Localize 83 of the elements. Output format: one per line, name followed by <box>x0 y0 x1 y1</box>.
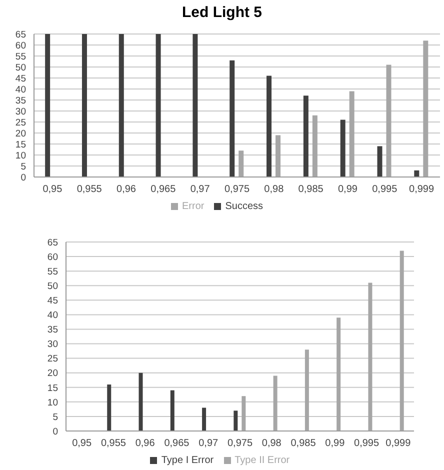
y-tick-label: 60 <box>15 40 26 52</box>
x-tick-label: 0,98 <box>264 184 284 196</box>
y-tick-label: 30 <box>15 106 26 118</box>
x-tick-label: 0,96 <box>135 438 156 450</box>
x-tick-label: 0,97 <box>190 184 210 196</box>
y-tick-label: 20 <box>47 368 58 380</box>
legend-label: Type II Error <box>234 455 290 466</box>
bar <box>156 34 161 177</box>
legend-label: Type I Error <box>161 455 214 466</box>
bar <box>414 170 420 177</box>
x-tick-label: 0,96 <box>116 184 136 196</box>
bar <box>138 372 143 431</box>
x-tick-label: 0,95 <box>42 184 63 196</box>
bar <box>273 376 278 431</box>
y-tick-label: 40 <box>47 310 58 322</box>
y-tick-label: 0 <box>20 172 26 184</box>
x-tick-label: 0,95 <box>72 438 92 450</box>
bar <box>312 115 318 177</box>
bar <box>82 34 87 177</box>
bar <box>336 318 341 431</box>
y-tick-label: 20 <box>15 128 26 140</box>
y-tick-label: 30 <box>47 339 58 350</box>
bar <box>107 384 112 431</box>
y-tick-label: 45 <box>47 296 58 307</box>
x-tick-label: 0,955 <box>100 438 126 450</box>
bar <box>386 64 392 177</box>
x-tick-label: 0,965 <box>150 184 176 196</box>
y-tick-label: 15 <box>47 382 58 394</box>
legend-label: Error <box>182 201 204 212</box>
bar <box>202 408 206 431</box>
y-tick-label: 60 <box>47 252 58 263</box>
y-tick-label: 65 <box>15 29 26 40</box>
y-tick-label: 35 <box>15 95 26 106</box>
y-tick-label: 25 <box>15 117 26 128</box>
bar <box>242 396 246 431</box>
bar <box>230 60 235 177</box>
y-tick-label: 15 <box>15 139 26 150</box>
x-tick-label: 0,999 <box>386 438 412 450</box>
x-tick-label: 0,97 <box>198 438 219 450</box>
bar <box>266 76 272 177</box>
bar <box>303 96 308 177</box>
bar <box>349 91 354 177</box>
y-tick-label: 25 <box>47 354 58 365</box>
x-tick-label: 0,999 <box>409 184 434 196</box>
x-tick-label: 0,99 <box>338 184 358 196</box>
y-tick-label: 35 <box>47 324 58 336</box>
y-tick-label: 5 <box>52 412 58 423</box>
x-tick-label: 0,98 <box>262 438 282 450</box>
bar <box>276 135 281 177</box>
bar <box>377 146 382 177</box>
y-tick-label: 50 <box>15 62 26 74</box>
chart-title: Led Light 5 <box>181 3 263 23</box>
bar <box>368 282 372 431</box>
bar <box>192 34 198 177</box>
x-tick-label: 0,985 <box>290 438 316 450</box>
bar <box>234 410 238 431</box>
x-tick-label: 0,995 <box>354 438 380 450</box>
x-tick-label: 0,985 <box>298 184 324 196</box>
y-tick-label: 65 <box>47 237 58 248</box>
y-tick-label: 0 <box>52 426 58 438</box>
y-tick-label: 50 <box>47 280 58 292</box>
bar <box>45 34 50 177</box>
bar <box>400 250 404 431</box>
y-tick-label: 10 <box>47 397 58 408</box>
y-tick-label: 45 <box>15 73 26 84</box>
bar <box>423 40 428 177</box>
x-tick-label: 0,995 <box>372 184 398 196</box>
bar <box>340 120 346 177</box>
x-tick-label: 0,975 <box>227 438 253 450</box>
bar <box>238 150 244 177</box>
x-tick-label: 0,965 <box>164 438 190 450</box>
legend-label: Success <box>225 201 264 212</box>
y-tick-label: 5 <box>20 161 26 172</box>
bar <box>170 390 174 431</box>
x-tick-label: 0,955 <box>76 184 102 196</box>
y-tick-label: 10 <box>15 150 26 162</box>
x-tick-label: 0,975 <box>224 184 250 196</box>
y-tick-label: 55 <box>15 51 26 62</box>
bar <box>118 34 124 177</box>
bar <box>304 350 309 431</box>
y-tick-label: 55 <box>47 266 58 278</box>
x-tick-label: 0,99 <box>325 438 346 450</box>
y-tick-label: 40 <box>15 84 26 96</box>
